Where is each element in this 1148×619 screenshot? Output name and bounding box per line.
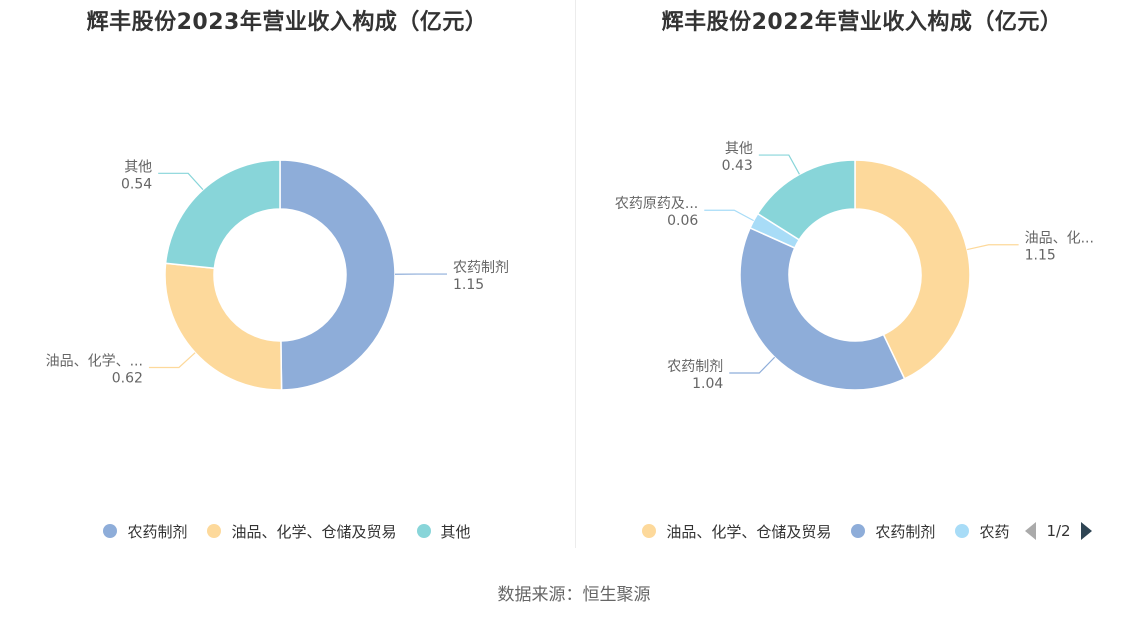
pie-slice[interactable] (854, 159, 971, 380)
slice-label: 其他 (725, 141, 753, 157)
slice-value-label: 1.15 (1025, 248, 1056, 264)
label-leader-line (967, 244, 1019, 251)
legend-label: 农药制剂 (127, 522, 188, 541)
legend-swatch (416, 524, 431, 538)
pie-slice[interactable] (739, 226, 906, 391)
legend-swatch (207, 524, 222, 538)
legend-label: 其他 (440, 522, 471, 541)
pie-slice[interactable] (279, 159, 396, 391)
legend-pager: 1/2 (1025, 522, 1092, 540)
legend-label: 农药 (979, 522, 1010, 541)
legend-item[interactable]: 油品、化学、仓储及贸易 (642, 521, 831, 542)
legend-swatch (955, 524, 970, 538)
legend-swatch (103, 524, 118, 538)
pager-next-icon[interactable] (1080, 522, 1092, 540)
legend-label: 农药制剂 (875, 522, 936, 541)
chart-legend: 农药制剂 油品、化学、仓储及贸易 其他 (0, 519, 574, 543)
slice-value-label: 0.54 (121, 176, 152, 192)
pie-slice[interactable] (164, 159, 281, 270)
legend-item[interactable]: 农药制剂 (103, 521, 187, 542)
slice-value-label: 0.62 (112, 370, 143, 386)
slice-value-label: 0.06 (667, 213, 698, 229)
pager-prev-icon[interactable] (1025, 522, 1037, 540)
label-leader-line (158, 172, 204, 191)
slice-label: 其他 (124, 159, 152, 175)
label-leader-line (704, 209, 754, 222)
slice-value-label: 1.04 (692, 376, 723, 392)
label-leader-line (758, 154, 800, 175)
panel-divider (575, 0, 576, 548)
legend-item[interactable]: 农药 (955, 521, 1009, 542)
pie-slice[interactable] (164, 262, 283, 391)
slice-label: 农药原药及... (615, 196, 698, 212)
slice-label: 油品、化学、... (46, 353, 143, 369)
slice-value-label: 0.43 (722, 158, 753, 174)
legend-swatch (642, 524, 657, 538)
pager-text: 1/2 (1046, 522, 1071, 540)
chart-title: 辉丰股份2022年营业收入构成（亿元） (661, 10, 1063, 35)
chart-legend: 油品、化学、仓储及贸易 农药制剂 农药 1/2 (575, 519, 1148, 543)
chart-panel-2023: 辉丰股份2023年营业收入构成（亿元） 农药制剂 1.15 油品、化学、... 0.6… (0, 0, 574, 560)
chart-title: 辉丰股份2023年营业收入构成（亿元） (86, 10, 488, 35)
legend-label: 油品、化学、仓储及贸易 (666, 522, 832, 541)
legend-item[interactable]: 农药制剂 (851, 521, 935, 542)
label-leader-line (729, 356, 776, 374)
legend-label: 油品、化学、仓储及贸易 (231, 522, 397, 541)
label-leader-line (148, 352, 196, 369)
legend-item[interactable]: 油品、化学、仓储及贸易 (207, 521, 397, 542)
chart-panel-2022: 辉丰股份2022年营业收入构成（亿元） 油品、化... 1.15 农药制剂 1.04 农… (575, 0, 1148, 560)
pie-slice[interactable] (756, 159, 856, 241)
data-source: 数据来源：恒生聚源 (497, 585, 651, 605)
slice-value-label: 1.15 (453, 277, 484, 293)
slice-label: 油品、化... (1025, 231, 1094, 247)
legend-item[interactable]: 其他 (416, 521, 471, 542)
legend-swatch (851, 524, 866, 538)
slice-label: 农药制剂 (453, 260, 509, 276)
slice-label: 农药制剂 (667, 359, 723, 375)
